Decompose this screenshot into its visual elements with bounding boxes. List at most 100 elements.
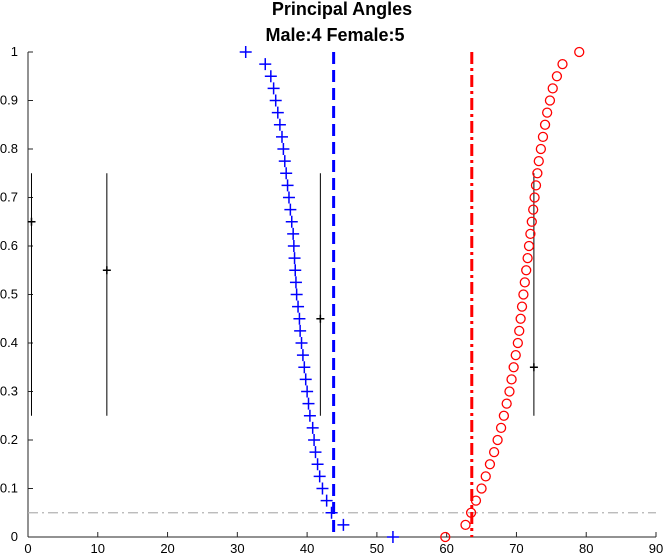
data-point-circle	[480, 471, 491, 482]
x-tick-label: 0	[24, 541, 31, 556]
x-tick-label: 90	[649, 541, 663, 556]
y-tick-label: 0.5	[0, 287, 18, 302]
data-point-plus	[289, 264, 302, 277]
data-point-plus	[295, 337, 308, 349]
data-point-circle	[514, 325, 525, 337]
data-point-circle	[532, 168, 543, 179]
data-point-plus	[292, 300, 305, 313]
data-point-plus	[306, 421, 319, 434]
data-point-circle	[551, 71, 563, 82]
data-point-circle	[519, 277, 530, 288]
plot-area: 0 10 20 30 40 50 60 70 80 90 0 0.1 0.2 0.3 0.4 0.5 0.6 0.…	[0, 44, 663, 556]
data-point-plus	[264, 70, 277, 83]
data-point-plus	[303, 409, 316, 422]
data-point-plus	[275, 130, 288, 143]
data-point-plus	[289, 276, 302, 289]
data-point-plus	[311, 458, 324, 471]
data-point-plus	[284, 203, 297, 216]
data-point-plus	[301, 385, 314, 398]
data-point-plus	[282, 191, 295, 204]
data-point-plus	[280, 167, 293, 180]
data-point-plus	[287, 240, 300, 252]
data-point-plus	[313, 470, 326, 483]
x-tick-label: 70	[509, 541, 523, 556]
data-point-circle	[574, 46, 585, 58]
data-point-plus	[285, 215, 298, 228]
data-point-circle	[525, 228, 536, 240]
data-point-plus	[267, 82, 280, 95]
x-tick-label: 50	[370, 541, 384, 556]
data-point-circle	[518, 289, 529, 300]
data-point-plus	[239, 46, 252, 58]
data-point-circle	[529, 192, 540, 203]
data-point-plus	[281, 179, 294, 192]
chart-title: Principal Angles	[272, 0, 412, 19]
data-point-circle	[526, 216, 537, 227]
data-point-circle	[539, 119, 551, 130]
data-point-plus	[299, 373, 312, 386]
y-tick-label: 0.3	[0, 384, 18, 399]
data-point-circle	[508, 362, 519, 373]
data-point-circle	[523, 240, 535, 252]
data-point-circle	[528, 204, 539, 215]
data-point-circle	[512, 337, 523, 349]
data-point-plus	[290, 288, 303, 301]
data-point-circle	[501, 398, 512, 409]
data-point-circle	[510, 349, 521, 361]
y-tick-label: 0.7	[0, 190, 18, 205]
data-point-circle	[522, 252, 533, 264]
data-point-circle	[537, 131, 549, 143]
data-point-plus	[325, 506, 338, 519]
data-point-circle	[533, 155, 544, 167]
data-point-circle	[488, 446, 500, 458]
data-point-plus	[294, 324, 307, 337]
data-point-circle	[515, 313, 526, 324]
data-point-plus	[302, 397, 315, 410]
data-point-circle	[498, 410, 510, 421]
x-tick-label: 60	[439, 541, 453, 556]
data-point-plus	[293, 312, 306, 325]
data-point-plus	[298, 361, 311, 374]
data-point-plus	[308, 434, 321, 446]
data-point-plus	[277, 143, 290, 155]
data-point-plus	[309, 446, 322, 459]
data-point-plus	[278, 155, 291, 168]
data-point-circle	[470, 495, 482, 506]
data-point-circle	[506, 374, 517, 385]
data-point-circle	[535, 143, 547, 155]
data-point-plus	[337, 518, 350, 531]
data-point-circle	[460, 519, 471, 531]
x-tick-label: 20	[160, 541, 174, 556]
data-point-plus	[259, 58, 272, 71]
data-point-circle	[465, 507, 477, 518]
data-point-circle	[476, 483, 487, 494]
x-tick-label: 80	[579, 541, 593, 556]
data-point-circle	[557, 58, 568, 70]
y-tick-label: 0.9	[0, 93, 18, 108]
data-point-circle	[521, 265, 532, 276]
data-point-plus	[320, 494, 333, 507]
x-tick-label: 40	[300, 541, 314, 556]
data-point-circle	[547, 83, 558, 94]
data-point-circle	[504, 386, 515, 397]
data-point-circle	[484, 459, 496, 470]
y-tick-label: 0.1	[0, 481, 18, 496]
data-point-plus	[288, 252, 301, 265]
data-point-plus	[287, 227, 300, 240]
data-point-circle	[544, 95, 556, 106]
y-tick-label: 0.4	[0, 335, 18, 350]
data-point-plus	[271, 106, 284, 119]
chart-subtitle: Male:4 Female:5	[265, 25, 404, 45]
y-tick-label: 1	[11, 44, 18, 59]
y-tick-label: 0	[11, 529, 18, 544]
data-point-plus	[269, 94, 282, 107]
y-tick-label: 0.2	[0, 432, 18, 447]
y-tick-label: 0.8	[0, 141, 18, 156]
y-tick-label: 0.6	[0, 238, 18, 253]
data-point-circle	[492, 434, 503, 446]
data-point-plus	[316, 482, 329, 495]
data-point-plus	[386, 531, 399, 543]
data-point-circle	[440, 531, 451, 543]
data-point-circle	[516, 301, 528, 312]
